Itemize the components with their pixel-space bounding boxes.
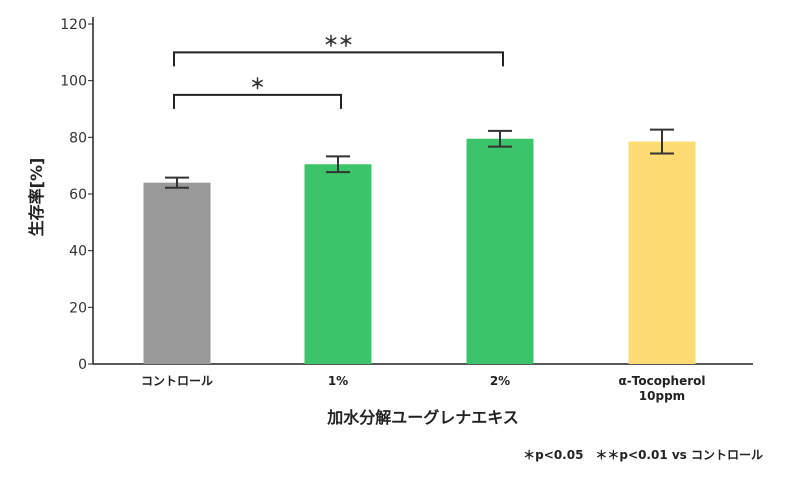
significance-brackets: ＊＊＊ bbox=[173, 32, 504, 109]
bar bbox=[143, 182, 211, 364]
bar bbox=[628, 141, 696, 364]
y-ticks: 0 20 40 60 80 100 120 bbox=[60, 17, 93, 373]
y-tick-label: 120 bbox=[60, 17, 87, 33]
significance-bracket bbox=[173, 93, 342, 109]
x-category-label: 1% bbox=[328, 374, 348, 388]
y-tick-label: 60 bbox=[69, 187, 87, 203]
y-tick-label: 40 bbox=[69, 244, 87, 260]
y-tick-label: 20 bbox=[69, 300, 87, 316]
y-tick-label: 100 bbox=[60, 74, 87, 90]
significance-footnote: ＊p<0.05 ＊＊p<0.01 vs コントロール bbox=[523, 448, 763, 462]
significance-bracket bbox=[173, 51, 504, 67]
error-bars bbox=[165, 128, 674, 189]
significance-label: ＊＊ bbox=[323, 32, 353, 50]
bar bbox=[466, 138, 534, 364]
x-category-label: 2% bbox=[490, 374, 510, 388]
bars bbox=[143, 138, 696, 364]
x-category-label: コントロール bbox=[141, 374, 213, 388]
x-category-label: α-Tocopherol 10ppm bbox=[619, 374, 706, 403]
x-axis-title: 加水分解ユーグレナエキス bbox=[326, 408, 519, 427]
y-tick-label: 80 bbox=[69, 130, 87, 146]
y-tick-label: 0 bbox=[78, 357, 87, 373]
significance-label: ＊ bbox=[250, 75, 265, 93]
x-category-labels: コントロール 1% 2% α-Tocopherol 10ppm bbox=[141, 374, 705, 403]
y-axis-title: 生存率[%] bbox=[27, 158, 46, 237]
bar bbox=[304, 164, 372, 364]
